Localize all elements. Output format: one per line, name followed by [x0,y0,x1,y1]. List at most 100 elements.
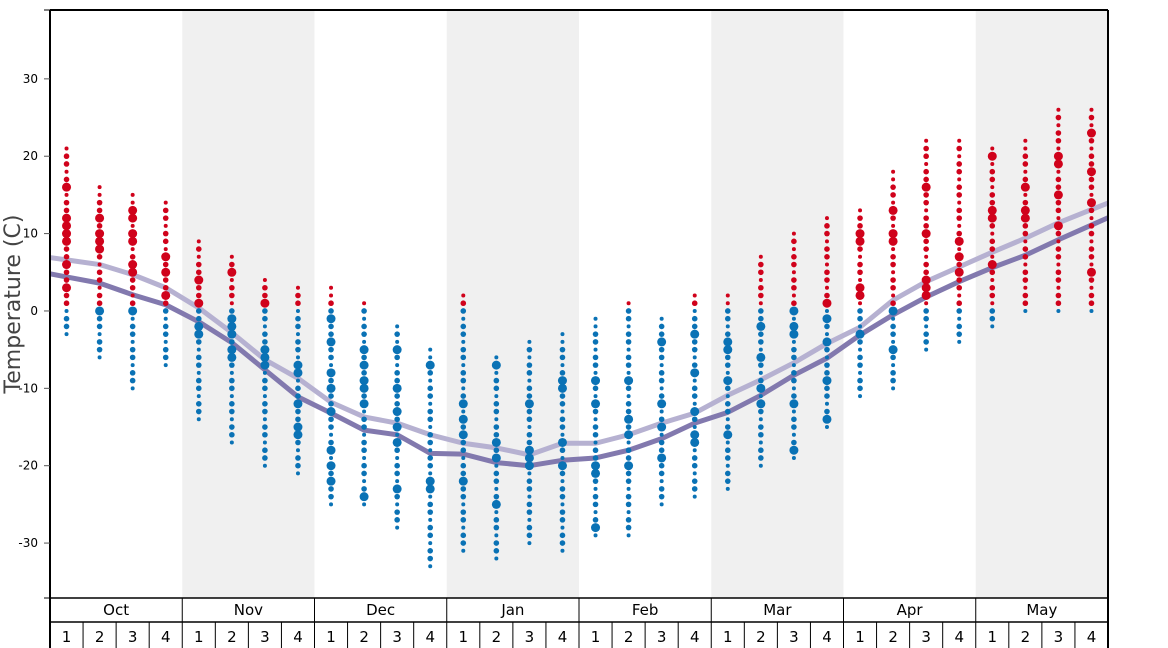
temperature-dot [559,424,566,430]
temperature-dot [989,284,996,291]
week-label: 3 [1054,628,1064,646]
temperature-dot [857,339,863,345]
temperature-dot [361,462,367,469]
week-label: 4 [690,628,700,646]
temperature-dot [725,486,730,491]
temperature-dot [857,246,863,252]
temperature-dot [923,223,929,229]
temperature-dot [494,394,499,399]
temperature-dot [692,355,697,360]
temperature-dot [789,445,799,455]
temperature-dot [923,269,929,276]
temperature-dot [95,213,105,223]
temperature-dot [162,238,169,245]
temperature-dot [824,246,830,252]
temperature-dot [791,284,797,291]
temperature-dot [923,246,929,252]
temperature-dot [989,308,996,314]
temperature-dot [229,385,235,392]
y-tick-label: -20 [18,459,38,473]
temperature-dot [559,486,566,492]
temperature-dot [791,247,796,252]
temperature-dot [194,275,204,285]
temperature-dot [625,478,632,484]
temperature-dot [691,362,698,368]
temperature-dot [229,292,235,299]
temperature-dot [1022,246,1029,252]
temperature-dot [592,362,599,368]
temperature-dot [524,445,534,455]
temperature-dot [262,463,267,468]
temperature-dot [63,315,70,322]
temperature-dot [724,447,731,454]
temperature-dot [262,394,267,399]
temperature-dot [758,269,764,276]
week-label: 2 [95,628,105,646]
temperature-dot [990,231,995,236]
week-label: 3 [789,628,799,646]
temperature-dot [990,278,995,283]
temperature-dot [526,346,533,353]
temperature-dot [657,453,667,463]
temperature-dot [1088,161,1095,167]
temperature-dot [425,360,435,370]
temperature-dot [957,316,962,321]
temperature-dot [559,416,566,423]
temperature-dot [921,182,931,192]
temperature-dot [890,261,896,268]
temperature-dot [625,354,632,361]
temperature-dot [195,292,202,299]
temperature-dot [395,525,400,530]
temperature-dot [624,461,634,471]
temperature-dot [361,447,367,454]
temperature-dot [723,430,733,440]
temperature-dot [461,409,466,414]
temperature-dot [493,478,500,484]
temperature-dot [195,269,202,276]
temperature-dot [128,229,138,239]
temperature-dot [855,290,865,300]
temperature-dot [425,484,435,494]
temperature-dot [427,439,434,446]
temperature-dot [128,213,138,223]
week-label: 4 [954,628,964,646]
temperature-dot [1089,107,1094,112]
temperature-dot [724,354,731,361]
temperature-dot [890,323,896,330]
temperature-dot [1022,292,1029,299]
week-label: 2 [359,628,369,646]
temperature-dot [526,486,533,492]
temperature-dot [1053,190,1063,200]
temperature-dot [1023,146,1028,151]
temperature-dot [626,324,631,329]
temperature-dot [956,184,963,190]
temperature-dot [559,517,566,523]
temperature-dot [262,440,267,445]
temperature-dot [329,293,334,298]
temperature-dot [460,331,467,337]
temperature-dot [293,360,303,370]
temperature-dot [624,376,634,386]
temperature-dot [1089,216,1094,221]
temperature-dot [460,517,467,523]
temperature-dot [328,300,334,307]
temperature-dot [1023,285,1028,290]
temperature-dot [822,314,832,324]
week-label: 3 [128,628,138,646]
temperature-dot [493,470,500,477]
week-label: 3 [921,628,931,646]
y-tick-label: 30 [23,72,38,86]
temperature-dot [458,476,468,486]
temperature-dot [195,315,202,322]
temperature-dot [924,347,929,352]
temperature-dot [130,363,135,368]
temperature-dot [560,525,565,530]
temperature-dot [260,352,270,362]
temperature-dot [359,383,369,393]
temperature-dot [460,439,467,446]
temperature-dot [559,370,566,376]
temperature-dot [493,540,500,546]
temperature-dot [592,478,599,484]
temperature-dot [658,323,665,330]
temperature-dot [163,223,168,228]
